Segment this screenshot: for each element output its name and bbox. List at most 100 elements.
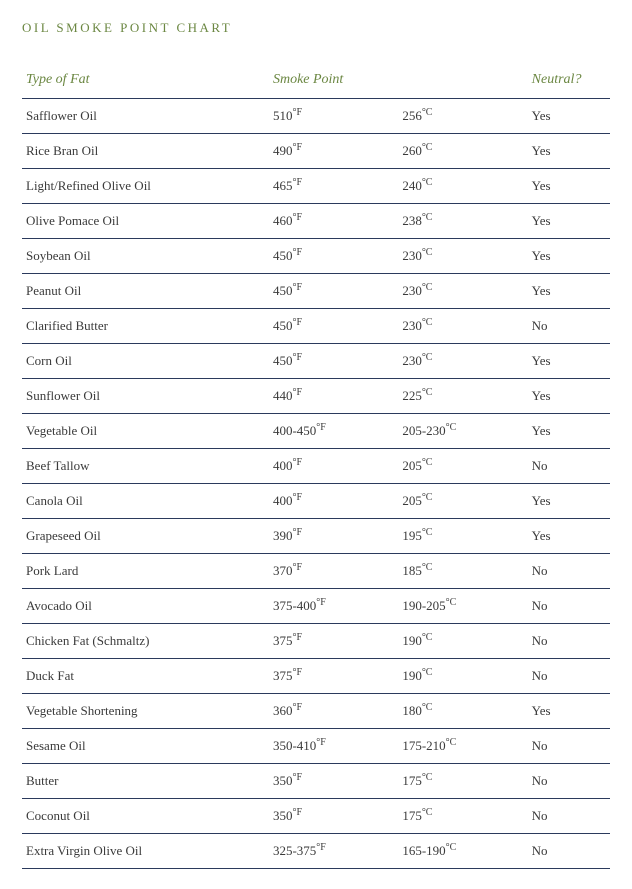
table-row: Chicken Fat (Schmaltz)375°F190°CNo <box>22 624 610 659</box>
cell-fahrenheit: 375-400°F <box>269 589 398 624</box>
cell-fahrenheit: 360°F <box>269 694 398 729</box>
value-c: 190 <box>402 668 422 683</box>
cell-celsius: 175-210°C <box>398 729 527 764</box>
cell-fat: Olive Pomace Oil <box>22 204 269 239</box>
unit-f: °F <box>292 632 302 643</box>
table-row: Peanut Oil450°F230°CYes <box>22 274 610 309</box>
cell-celsius: 205-230°C <box>398 414 527 449</box>
value-f: 350 <box>273 808 293 823</box>
col-smoke-point: Smoke Point <box>269 64 398 99</box>
cell-celsius: 230°C <box>398 239 527 274</box>
cell-neutral: Yes <box>528 169 610 204</box>
unit-c: °C <box>422 632 433 643</box>
cell-fahrenheit: 465°F <box>269 169 398 204</box>
cell-neutral: No <box>528 589 610 624</box>
cell-fahrenheit: 325-375°F <box>269 834 398 869</box>
unit-c: °C <box>422 807 433 818</box>
table-row: Avocado Oil375-400°F190-205°CNo <box>22 589 610 624</box>
value-f: 375 <box>273 633 293 648</box>
value-c: 225 <box>402 388 422 403</box>
unit-f: °F <box>292 807 302 818</box>
table-row: Duck Fat375°F190°CNo <box>22 659 610 694</box>
value-c: 185 <box>402 563 422 578</box>
unit-c: °C <box>446 597 457 608</box>
cell-celsius: 190°C <box>398 659 527 694</box>
unit-f: °F <box>292 457 302 468</box>
cell-neutral: No <box>528 554 610 589</box>
value-f: 350 <box>273 773 293 788</box>
cell-fahrenheit: 450°F <box>269 274 398 309</box>
cell-fat: Coconut Oil <box>22 799 269 834</box>
table-header-row: Type of Fat Smoke Point Neutral? <box>22 64 610 99</box>
table-row: Beef Tallow400°F205°CNo <box>22 449 610 484</box>
value-f: 465 <box>273 178 293 193</box>
cell-fahrenheit: 510°F <box>269 99 398 134</box>
table-row: Extra Virgin Olive Oil325-375°F165-190°C… <box>22 834 610 869</box>
unit-c: °C <box>422 527 433 538</box>
unit-c: °C <box>422 107 433 118</box>
value-c: 190-205 <box>402 598 445 613</box>
table-row: Grapeseed Oil390°F195°CYes <box>22 519 610 554</box>
value-c: 230 <box>402 353 422 368</box>
cell-fahrenheit: 370°F <box>269 554 398 589</box>
unit-f: °F <box>292 492 302 503</box>
cell-neutral: Yes <box>528 694 610 729</box>
value-f: 370 <box>273 563 293 578</box>
cell-celsius: 230°C <box>398 274 527 309</box>
unit-c: °C <box>422 352 433 363</box>
value-f: 375 <box>273 668 293 683</box>
cell-celsius: 230°C <box>398 344 527 379</box>
cell-fahrenheit: 350-410°F <box>269 729 398 764</box>
unit-c: °C <box>422 457 433 468</box>
unit-f: °F <box>292 387 302 398</box>
cell-celsius: 195°C <box>398 519 527 554</box>
cell-fahrenheit: 440°F <box>269 379 398 414</box>
cell-fat: Chicken Fat (Schmaltz) <box>22 624 269 659</box>
unit-c: °C <box>422 212 433 223</box>
unit-c: °C <box>422 142 433 153</box>
unit-f: °F <box>292 177 302 188</box>
unit-f: °F <box>292 212 302 223</box>
cell-neutral: Yes <box>528 204 610 239</box>
table-row: Corn Oil450°F230°CYes <box>22 344 610 379</box>
cell-celsius: 185°C <box>398 554 527 589</box>
cell-fahrenheit: 490°F <box>269 134 398 169</box>
cell-neutral: No <box>528 449 610 484</box>
cell-fat: Sesame Oil <box>22 729 269 764</box>
table-row: Coconut Oil350°F175°CNo <box>22 799 610 834</box>
col-type-of-fat: Type of Fat <box>22 64 269 99</box>
unit-f: °F <box>292 142 302 153</box>
table-row: Sesame Oil350-410°F175-210°CNo <box>22 729 610 764</box>
value-f: 400 <box>273 458 293 473</box>
table-row: Light/Refined Olive Oil465°F240°CYes <box>22 169 610 204</box>
cell-celsius: 190°C <box>398 624 527 659</box>
value-f: 400 <box>273 493 293 508</box>
cell-fahrenheit: 450°F <box>269 344 398 379</box>
cell-neutral: Yes <box>528 519 610 554</box>
unit-f: °F <box>292 702 302 713</box>
cell-fat: Extra Virgin Olive Oil <box>22 834 269 869</box>
cell-celsius: 175°C <box>398 764 527 799</box>
cell-celsius: 205°C <box>398 484 527 519</box>
value-f: 325-375 <box>273 843 316 858</box>
cell-fat: Canola Oil <box>22 484 269 519</box>
unit-f: °F <box>292 317 302 328</box>
unit-c: °C <box>422 492 433 503</box>
cell-neutral: Yes <box>528 414 610 449</box>
value-c: 175 <box>402 773 422 788</box>
cell-fat: Rice Bran Oil <box>22 134 269 169</box>
cell-celsius: 260°C <box>398 134 527 169</box>
value-f: 375-400 <box>273 598 316 613</box>
unit-c: °C <box>422 562 433 573</box>
cell-neutral: No <box>528 764 610 799</box>
cell-celsius: 180°C <box>398 694 527 729</box>
value-f: 400-450 <box>273 423 316 438</box>
cell-fahrenheit: 375°F <box>269 624 398 659</box>
table-row: Vegetable Oil400-450°F205-230°CYes <box>22 414 610 449</box>
cell-fahrenheit: 450°F <box>269 239 398 274</box>
cell-fahrenheit: 450°F <box>269 309 398 344</box>
value-c: 205 <box>402 493 422 508</box>
unit-f: °F <box>292 527 302 538</box>
value-f: 450 <box>273 353 293 368</box>
unit-f: °F <box>292 352 302 363</box>
